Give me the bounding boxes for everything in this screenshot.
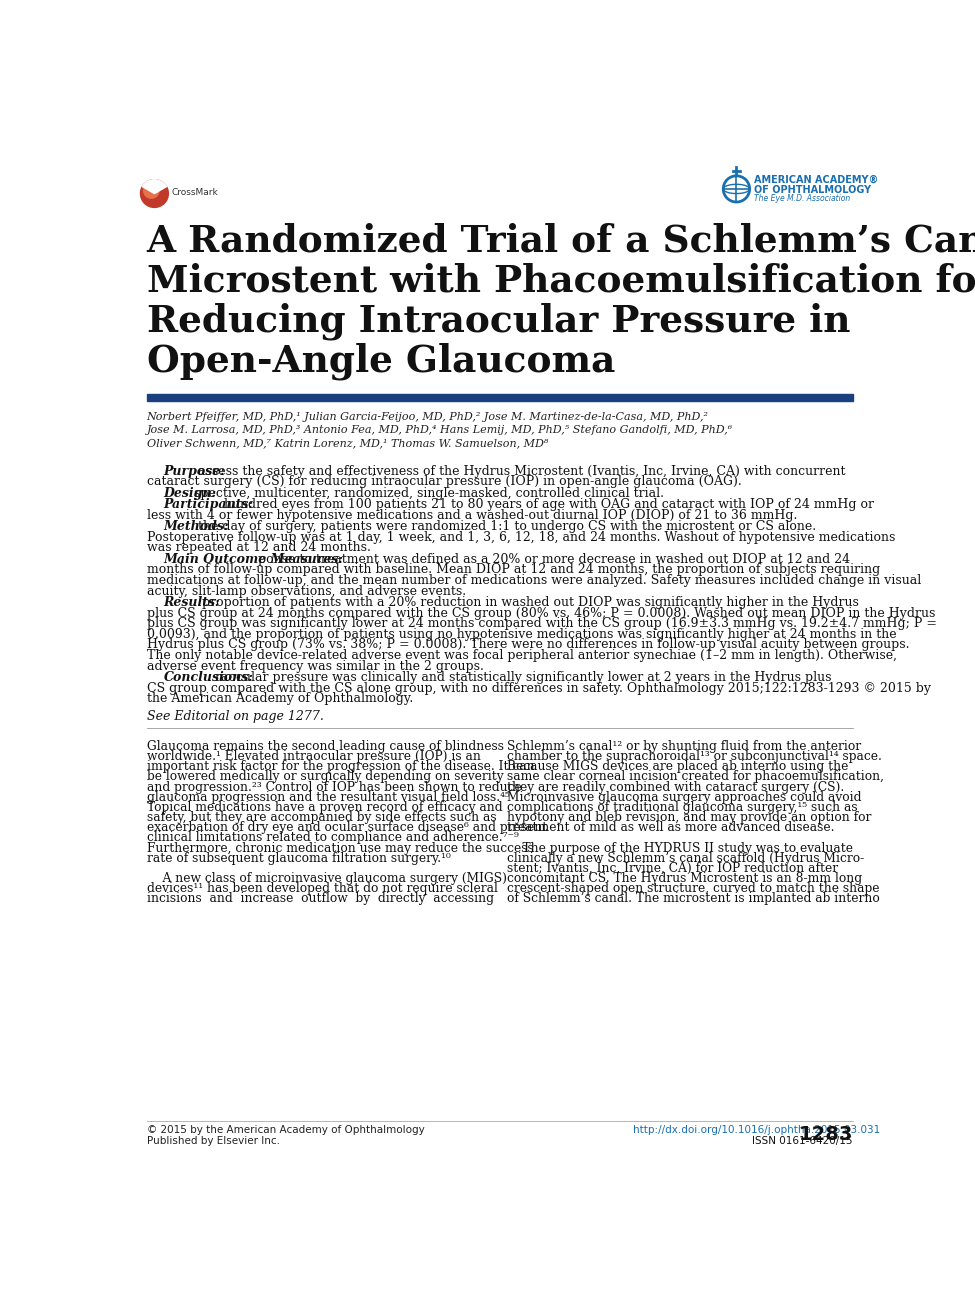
Circle shape	[143, 183, 159, 198]
Text: assess the safety and effectiveness of the Hydrus Microstent (Ivantis, Inc, Irvi: assess the safety and effectiveness of t…	[198, 465, 845, 478]
Text: cataract surgery (CS) for reducing intraocular pressure (IOP) in open-angle glau: cataract surgery (CS) for reducing intra…	[146, 475, 741, 488]
Text: hundred eyes from 100 patients 21 to 80 years of age with OAG and cataract with : hundred eyes from 100 patients 21 to 80 …	[219, 499, 874, 512]
Text: months of follow-up compared with baseline. Mean DIOP at 12 and 24 months, the p: months of follow-up compared with baseli…	[146, 564, 879, 577]
Text: A Randomized Trial of a Schlemm’s Canal: A Randomized Trial of a Schlemm’s Canal	[146, 222, 975, 260]
Text: complications of traditional glaucoma surgery,¹⁵ such as: complications of traditional glaucoma su…	[507, 801, 858, 814]
Wedge shape	[142, 180, 167, 193]
Text: The purpose of the HYDRUS II study was to evaluate: The purpose of the HYDRUS II study was t…	[507, 842, 853, 855]
Text: Postoperative follow-up was at 1 day, 1 week, and 1, 3, 6, 12, 18, and 24 months: Postoperative follow-up was at 1 day, 1 …	[146, 531, 895, 544]
Text: the day of surgery, patients were randomized 1:1 to undergo CS with the microste: the day of surgery, patients were random…	[198, 519, 816, 532]
Text: Norbert Pfeiffer, MD, PhD,¹ Julian Garcia-Feijoo, MD, PhD,² Jose M. Martinez-de-: Norbert Pfeiffer, MD, PhD,¹ Julian Garci…	[146, 412, 709, 423]
Text: Microstent with Phacoemulsification for: Microstent with Phacoemulsification for	[146, 262, 975, 299]
Text: The Eye M.D. Association: The Eye M.D. Association	[754, 194, 850, 204]
Text: Methods:: Methods:	[164, 519, 229, 532]
Text: http://dx.doi.org/10.1016/j.ophtha.2015.03.031: http://dx.doi.org/10.1016/j.ophtha.2015.…	[634, 1125, 880, 1135]
Text: clinical limitations related to compliance and adherence.⁷⁻⁹: clinical limitations related to complian…	[146, 831, 519, 844]
Text: and progression.²³ Control of IOP has been shown to reduce: and progression.²³ Control of IOP has be…	[146, 780, 522, 793]
Text: raocular pressure was clinically and statistically significantly lower at 2 year: raocular pressure was clinically and sta…	[215, 671, 832, 684]
Text: Schlemm’s canal¹² or by shunting fluid from the anterior: Schlemm’s canal¹² or by shunting fluid f…	[507, 740, 861, 753]
Text: stent; Ivantis, Inc, Irvine, CA) for IOP reduction after: stent; Ivantis, Inc, Irvine, CA) for IOP…	[507, 861, 838, 874]
Text: Open-Angle Glaucoma: Open-Angle Glaucoma	[146, 342, 615, 380]
Text: Topical medications have a proven record of efficacy and: Topical medications have a proven record…	[146, 801, 502, 814]
Text: adverse event frequency was similar in the 2 groups.: adverse event frequency was similar in t…	[146, 660, 484, 672]
Text: same clear corneal incision created for phacoemulsification,: same clear corneal incision created for …	[507, 770, 884, 783]
Text: 1283: 1283	[799, 1125, 853, 1144]
Text: CrossMark: CrossMark	[172, 188, 218, 197]
Text: Microinvasive glaucoma surgery approaches could avoid: Microinvasive glaucoma surgery approache…	[507, 791, 862, 804]
Text: Results:: Results:	[164, 596, 220, 609]
Text: Glaucoma remains the second leading cause of blindness: Glaucoma remains the second leading caus…	[146, 740, 504, 753]
Text: less with 4 or fewer hypotensive medications and a washed-out diurnal IOP (DIOP): less with 4 or fewer hypotensive medicat…	[146, 509, 797, 522]
Text: Furthermore, chronic medication use may reduce the success: Furthermore, chronic medication use may …	[146, 842, 533, 855]
Text: glaucoma progression and the resultant visual field loss.⁴⁵: glaucoma progression and the resultant v…	[146, 791, 510, 804]
Text: 0.0093), and the proportion of patients using no hypotensive medications was sig: 0.0093), and the proportion of patients …	[146, 628, 896, 641]
Text: Jose M. Larrosa, MD, PhD,³ Antonio Fea, MD, PhD,⁴ Hans Lemij, MD, PhD,⁵ Stefano : Jose M. Larrosa, MD, PhD,³ Antonio Fea, …	[146, 425, 733, 436]
Text: they are readily combined with cataract surgery (CS).: they are readily combined with cataract …	[507, 780, 844, 793]
Text: treatment of mild as well as more advanced disease.: treatment of mild as well as more advanc…	[507, 821, 835, 834]
Text: proportion of patients with a 20% reduction in washed out DIOP was significantly: proportion of patients with a 20% reduct…	[198, 596, 859, 609]
Text: Conclusions:: Conclusions:	[164, 671, 254, 684]
Text: safety, but they are accompanied by side effects such as: safety, but they are accompanied by side…	[146, 812, 496, 823]
Text: Participants:: Participants:	[164, 499, 254, 512]
Text: rate of subsequent glaucoma filtration surgery.¹⁰: rate of subsequent glaucoma filtration s…	[146, 852, 450, 865]
Text: acuity, slit-lamp observations, and adverse events.: acuity, slit-lamp observations, and adve…	[146, 585, 466, 598]
Text: exacerbation of dry eye and ocular surface disease⁶ and present: exacerbation of dry eye and ocular surfa…	[146, 821, 547, 834]
Text: Hydrus plus CS group (73% vs. 38%; P = 0.0008). There were no differences in fol: Hydrus plus CS group (73% vs. 38%; P = 0…	[146, 638, 909, 651]
Text: incisions  and  increase  outflow  by  directly  accessing: incisions and increase outflow by direct…	[146, 893, 493, 906]
Text: Because MIGS devices are placed ab interno using the: Because MIGS devices are placed ab inter…	[507, 761, 848, 774]
Circle shape	[140, 180, 169, 207]
Text: Main Outcome Measures:: Main Outcome Measures:	[164, 553, 344, 565]
Text: plus CS group was significantly lower at 24 months compared with the CS group (1: plus CS group was significantly lower at…	[146, 617, 937, 630]
Text: Oliver Schwenn, MD,⁷ Katrin Lorenz, MD,¹ Thomas W. Samuelson, MD⁸: Oliver Schwenn, MD,⁷ Katrin Lorenz, MD,¹…	[146, 438, 548, 449]
Text: chamber to the suprachoroidal¹³ or subconjunctival¹⁴ space.: chamber to the suprachoroidal¹³ or subco…	[507, 750, 882, 763]
Text: Design:: Design:	[164, 487, 216, 500]
Text: © 2015 by the American Academy of Ophthalmology: © 2015 by the American Academy of Ophtha…	[146, 1125, 424, 1135]
Text: CS group compared with the CS alone group, with no differences in safety. Ophtha: CS group compared with the CS alone grou…	[146, 681, 931, 694]
Text: the American Academy of Ophthalmology.: the American Academy of Ophthalmology.	[146, 693, 413, 706]
Bar	[146, 394, 853, 402]
Text: ISSN 0161-6420/15: ISSN 0161-6420/15	[752, 1137, 853, 1146]
Text: concomitant CS. The Hydrus Microstent is an 8-mm long: concomitant CS. The Hydrus Microstent is…	[507, 872, 862, 885]
Text: spective, multicenter, randomized, single-masked, controlled clinical trial.: spective, multicenter, randomized, singl…	[194, 487, 664, 500]
Text: plus CS group at 24 months compared with the CS group (80% vs. 46%; P = 0.0008).: plus CS group at 24 months compared with…	[146, 607, 935, 620]
Circle shape	[150, 185, 158, 193]
Text: crescent-shaped open structure, curved to match the shape: crescent-shaped open structure, curved t…	[507, 882, 879, 895]
Text: See Editorial on page 1277.: See Editorial on page 1277.	[146, 710, 324, 723]
Text: devices¹¹ has been developed that do not require scleral: devices¹¹ has been developed that do not…	[146, 882, 497, 895]
Text: OF OPHTHALMOLOGY: OF OPHTHALMOLOGY	[754, 185, 871, 194]
Text: be lowered medically or surgically depending on severity: be lowered medically or surgically depen…	[146, 770, 503, 783]
Text: Purpose:: Purpose:	[164, 465, 225, 478]
Text: Reducing Intraocular Pressure in: Reducing Intraocular Pressure in	[146, 303, 850, 339]
Text: The only notable device-related adverse event was focal peripheral anterior syne: The only notable device-related adverse …	[146, 649, 897, 662]
Text: worldwide.¹ Elevated intraocular pressure (IOP) is an: worldwide.¹ Elevated intraocular pressur…	[146, 750, 481, 763]
Text: hypotony and bleb revision, and may provide an option for: hypotony and bleb revision, and may prov…	[507, 812, 872, 823]
Text: of Schlemm’s canal. The microstent is implanted ab interno: of Schlemm’s canal. The microstent is im…	[507, 893, 879, 906]
Text: important risk factor for the progression of the disease. It can: important risk factor for the progressio…	[146, 761, 534, 774]
Text: medications at follow-up, and the mean number of medications were analyzed. Safe: medications at follow-up, and the mean n…	[146, 574, 921, 587]
Text: clinically a new Schlemm’s canal scaffold (Hydrus Micro-: clinically a new Schlemm’s canal scaffol…	[507, 852, 864, 865]
Text: was repeated at 12 and 24 months.: was repeated at 12 and 24 months.	[146, 542, 370, 555]
Text: AMERICAN ACADEMY®: AMERICAN ACADEMY®	[754, 175, 878, 185]
Text: A new class of microinvasive glaucoma surgery (MIGS): A new class of microinvasive glaucoma su…	[146, 872, 507, 885]
Text: ponse to treatment was defined as a 20% or more decrease in washed out DIOP at 1: ponse to treatment was defined as a 20% …	[258, 553, 850, 565]
Text: Published by Elsevier Inc.: Published by Elsevier Inc.	[146, 1137, 280, 1146]
